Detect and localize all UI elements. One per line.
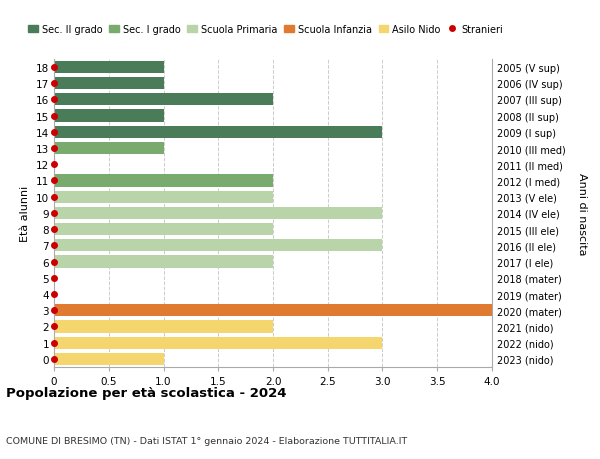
Bar xyxy=(54,143,163,155)
Y-axis label: Anni di nascita: Anni di nascita xyxy=(577,172,587,255)
Bar xyxy=(54,207,383,219)
Legend: Sec. II grado, Sec. I grado, Scuola Primaria, Scuola Infanzia, Asilo Nido, Stran: Sec. II grado, Sec. I grado, Scuola Prim… xyxy=(28,24,503,34)
Bar xyxy=(54,78,163,90)
Bar xyxy=(54,110,163,123)
Y-axis label: Età alunni: Età alunni xyxy=(20,185,31,241)
Bar xyxy=(54,175,273,187)
Bar xyxy=(54,191,273,203)
Bar xyxy=(54,240,383,252)
Bar xyxy=(54,126,383,139)
Bar xyxy=(54,321,273,333)
Bar xyxy=(54,256,273,268)
Bar xyxy=(54,353,163,365)
Text: Popolazione per età scolastica - 2024: Popolazione per età scolastica - 2024 xyxy=(6,386,287,399)
Bar xyxy=(54,304,492,317)
Bar xyxy=(54,62,163,74)
Bar xyxy=(54,224,273,235)
Bar xyxy=(54,337,383,349)
Text: COMUNE DI BRESIMO (TN) - Dati ISTAT 1° gennaio 2024 - Elaborazione TUTTITALIA.IT: COMUNE DI BRESIMO (TN) - Dati ISTAT 1° g… xyxy=(6,436,407,445)
Bar xyxy=(54,94,273,106)
